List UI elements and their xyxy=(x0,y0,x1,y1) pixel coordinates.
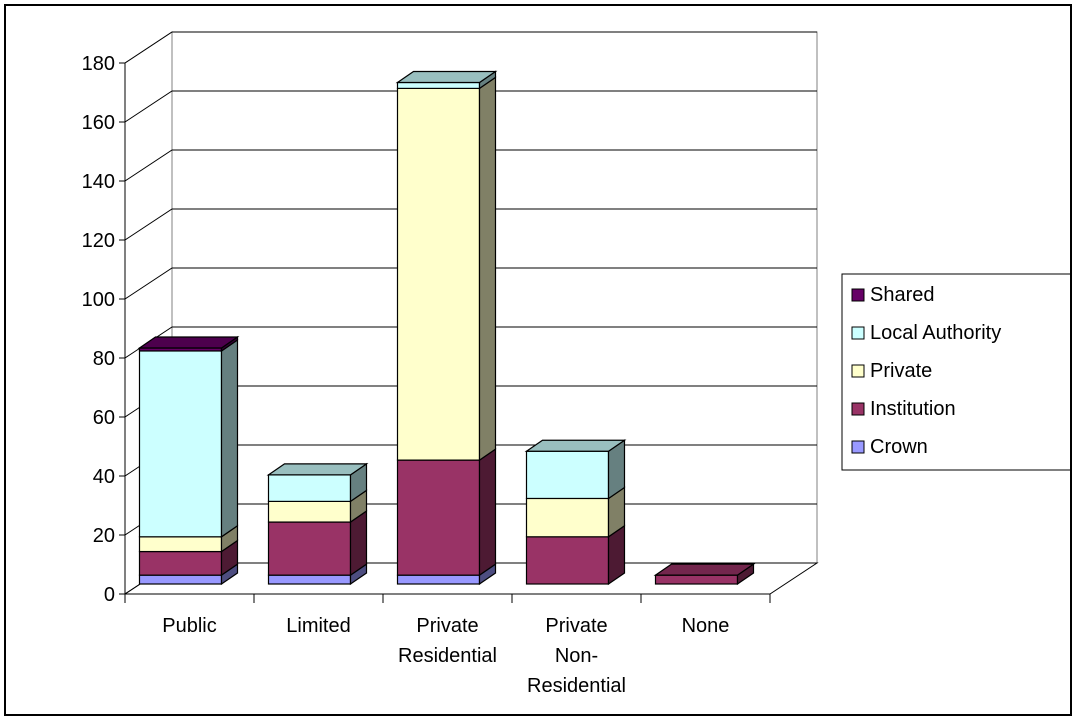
y-tick-label: 40 xyxy=(93,466,115,488)
bar-top xyxy=(137,336,240,349)
x-tick-label: Non- xyxy=(555,645,598,667)
y-tick-label: 0 xyxy=(104,584,115,606)
legend: Shared Local Authority Private Institution C… xyxy=(841,273,1077,471)
gridline xyxy=(124,31,817,64)
bar-segment-crown xyxy=(396,574,481,585)
gridline xyxy=(124,90,817,123)
y-tick-label: 60 xyxy=(93,407,115,429)
bar-segment-local-authority xyxy=(525,450,610,500)
x-tick-label: None xyxy=(682,615,730,637)
legend-swatch-local-authority xyxy=(851,326,865,340)
x-tick-label: Limited xyxy=(286,615,350,637)
x-tick-label: Private xyxy=(545,615,607,637)
legend-label: Shared xyxy=(870,284,935,306)
legend-box xyxy=(841,273,1077,471)
gridline xyxy=(124,208,817,241)
bar-segment-local-authority xyxy=(138,350,223,538)
y-tick-label: 140 xyxy=(82,171,115,193)
bar-segment-local-authority xyxy=(396,81,481,90)
y-tick-label: 80 xyxy=(93,348,115,370)
bar-segment-private xyxy=(267,500,352,523)
legend-swatch-shared xyxy=(851,288,865,302)
bar-segment-local-authority xyxy=(267,474,352,503)
bar-segment-institution xyxy=(396,459,481,576)
bar-top xyxy=(524,439,627,452)
bar-top xyxy=(266,463,369,476)
legend-label: Local Authority xyxy=(870,322,1001,344)
axes: 0 20 40 60 80 100 120 140 160 180 Public Limited Pri… xyxy=(82,53,771,697)
legend-label: Institution xyxy=(870,398,956,420)
gridline xyxy=(124,149,817,182)
bar-side xyxy=(478,76,497,462)
y-tick-label: 20 xyxy=(93,525,115,547)
bar-top xyxy=(653,563,756,576)
bar-segment-institution xyxy=(525,536,610,585)
x-tick-label: Private xyxy=(416,615,478,637)
stacked-3d-bar-chart: 0 20 40 60 80 100 120 140 160 180 Public Limited Pri… xyxy=(82,31,1077,697)
bar-segment-institution xyxy=(138,550,223,576)
gridline xyxy=(124,267,817,300)
x-tick-label: Public xyxy=(162,615,216,637)
bar-segment-crown xyxy=(138,574,223,585)
bar-segment-private xyxy=(138,536,223,553)
y-tick-label: 180 xyxy=(82,53,115,75)
legend-label: Crown xyxy=(870,436,928,458)
bar-side xyxy=(478,447,497,577)
bar-segment-private xyxy=(525,497,610,538)
chart-frame: 0 20 40 60 80 100 120 140 160 180 Public Limited Pri… xyxy=(4,4,1077,716)
bar-side xyxy=(220,338,239,538)
x-tick-label: Residential xyxy=(398,645,497,667)
legend-label: Private xyxy=(870,360,932,382)
bar-segment-crown xyxy=(267,574,352,585)
y-tick-label: 100 xyxy=(82,289,115,311)
bar-top xyxy=(395,70,498,84)
legend-swatch-institution xyxy=(851,402,865,416)
bar-segment-private xyxy=(396,87,481,461)
bar-segment-institution xyxy=(267,521,352,576)
y-tick-label: 120 xyxy=(82,230,115,252)
legend-swatch-crown xyxy=(851,440,865,454)
y-tick-label: 160 xyxy=(82,112,115,134)
bar-segment-institution xyxy=(654,574,739,585)
x-tick-label: Residential xyxy=(527,675,626,697)
bars xyxy=(137,70,756,586)
legend-swatch-private xyxy=(851,364,865,378)
